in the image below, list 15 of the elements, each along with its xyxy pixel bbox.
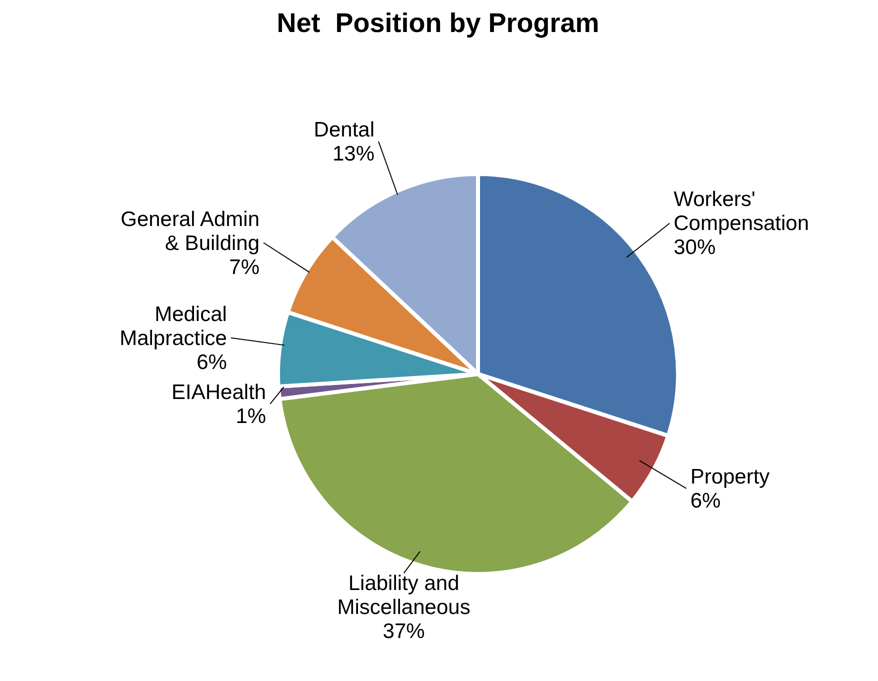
data-label: 6% [196,350,227,374]
data-label: 7% [229,256,260,279]
slice-label: Workers' Compensation [674,188,810,236]
slice-label: Property [690,465,770,488]
data-label: 6% [690,489,721,512]
data-label: 13% [332,142,375,166]
data-label: 30% [674,236,716,260]
slice-label: EIAHealth [172,380,266,404]
data-label: 37% [382,620,425,644]
slice-label: Medical Malpractice [120,302,227,350]
chart-title: Net Position by Program [276,8,600,39]
slice-label: General Admin & Building [120,208,260,255]
data-label: 1% [236,404,266,428]
slice-label: Dental [314,118,375,142]
slice-label: Liability and Miscellaneous [337,572,470,620]
